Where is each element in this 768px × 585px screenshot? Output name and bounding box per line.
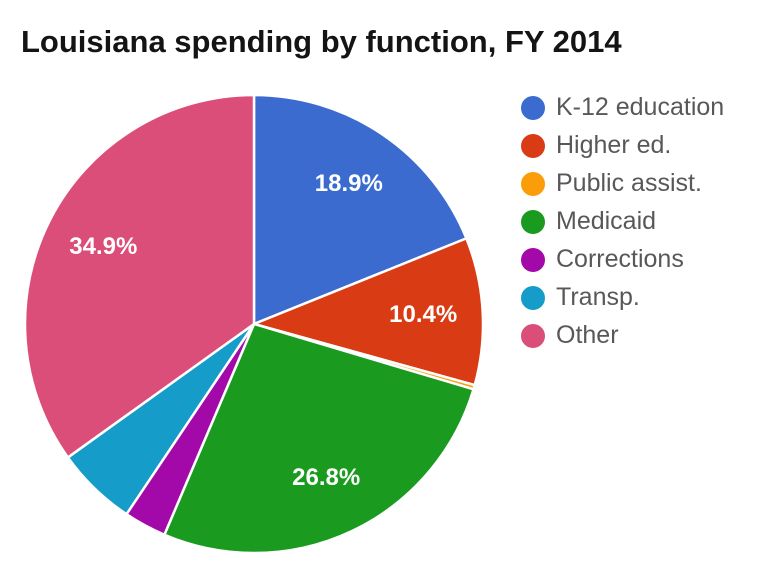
legend-item-label: Transp. <box>556 283 640 311</box>
legend-item-transp[interactable]: Transp. <box>521 285 724 310</box>
legend-swatch-icon <box>521 171 545 196</box>
pie-slice-label-higher-ed: 10.4% <box>389 301 457 328</box>
legend-item-medicaid[interactable]: Medicaid <box>521 209 724 234</box>
pie-slice-medicaid[interactable] <box>163 322 475 555</box>
pie-slice-k-12-education[interactable] <box>252 93 468 326</box>
pie-slice-label-medicaid: 26.8% <box>292 464 360 491</box>
legend-item-label: K-12 education <box>556 93 725 121</box>
legend-swatch-icon <box>521 95 545 120</box>
chart-title: Louisiana spending by function, FY 2014 <box>21 24 622 59</box>
legend-item-corrections[interactable]: Corrections <box>521 247 724 272</box>
legend-item-label: Other <box>556 321 619 349</box>
legend-swatch-icon <box>521 323 545 348</box>
pie-slice-other[interactable] <box>23 93 256 459</box>
legend-item-label: Medicaid <box>556 207 657 235</box>
legend-swatch-icon <box>521 209 545 234</box>
pie-slice-label-other: 34.9% <box>69 233 137 260</box>
pie-slice-higher-ed[interactable] <box>252 237 485 387</box>
legend-item-label: Higher ed. <box>556 131 672 159</box>
legend-item-higher-ed[interactable]: Higher ed. <box>521 133 724 158</box>
legend-swatch-icon <box>521 133 545 158</box>
legend: K-12 education Higher ed. Public assist. Me… <box>521 95 724 348</box>
legend-item-label: Corrections <box>556 245 684 273</box>
legend-swatch-icon <box>521 285 545 310</box>
legend-item-other[interactable]: Other <box>521 323 724 348</box>
pie-slice-label-k-12-education: 18.9% <box>315 170 383 197</box>
legend-item-public-assist[interactable]: Public assist. <box>521 171 724 196</box>
legend-swatch-icon <box>521 247 545 272</box>
legend-item-k-12-education[interactable]: K-12 education <box>521 95 724 120</box>
legend-item-label: Public assist. <box>556 169 702 197</box>
